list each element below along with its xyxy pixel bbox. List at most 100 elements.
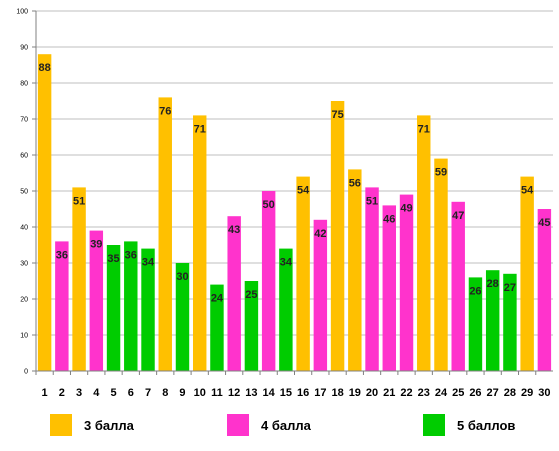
data-label-17: 42 (314, 228, 326, 240)
data-label-25: 47 (452, 210, 464, 222)
x-tick-label-24: 24 (435, 387, 448, 399)
x-tick-label-8: 8 (162, 387, 168, 399)
data-label-2: 36 (56, 249, 68, 261)
data-label-18: 75 (331, 109, 343, 121)
bar-13 (244, 281, 259, 371)
y-tick-label-60: 60 (20, 153, 28, 160)
bar-30 (537, 209, 552, 371)
x-tick-label-18: 18 (331, 387, 343, 399)
bar-10 (192, 115, 207, 372)
x-tick-label-12: 12 (228, 387, 240, 399)
data-labels: 88 36 51 39 35 36 34 76 30 71 24 43 25 50 34 54 42 75 56 51… (38, 62, 550, 304)
x-tick-label-4: 4 (93, 387, 100, 399)
data-label-28: 27 (504, 282, 516, 294)
x-tick-label-26: 26 (469, 387, 481, 399)
legend-label-3-points: 3 балла (84, 417, 134, 433)
y-tick-label-30: 30 (20, 261, 28, 268)
y-tick-label-40: 40 (20, 225, 28, 232)
data-label-7: 34 (142, 257, 155, 269)
data-label-20: 51 (366, 195, 378, 207)
data-label-19: 56 (349, 177, 361, 189)
data-label-10: 71 (194, 123, 206, 135)
bar-27 (485, 270, 500, 371)
bars (37, 54, 552, 372)
x-tick-label-2: 2 (59, 387, 65, 399)
x-tick-label-1: 1 (42, 387, 48, 399)
data-label-4: 39 (90, 239, 102, 251)
bar-15 (279, 248, 293, 371)
y-tick-label-90: 90 (20, 45, 28, 52)
bar-1 (37, 54, 52, 371)
data-label-9: 30 (176, 271, 188, 283)
y-tick-label-0: 0 (24, 369, 28, 376)
data-label-11: 24 (211, 293, 224, 305)
bar-2 (55, 241, 69, 371)
bar-4 (89, 230, 104, 371)
y-tick-label-20: 20 (20, 297, 28, 304)
bar-21 (382, 205, 397, 371)
x-tick-label-22: 22 (400, 387, 412, 399)
bar-23 (417, 115, 431, 372)
y-tick-label-80: 80 (20, 81, 28, 88)
data-label-24: 59 (435, 167, 447, 179)
bar-5 (106, 245, 121, 371)
data-label-6: 36 (125, 249, 137, 261)
x-tick-label-9: 9 (179, 387, 185, 399)
x-tick-label-7: 7 (145, 387, 151, 399)
bar-28 (503, 273, 517, 371)
bar-11 (210, 284, 224, 371)
x-axis-ticks: 1 2 3 4 5 6 7 8 9 10 11 12 13 14 15 16 17 18 19 20 21 22 23 24 2… (35, 371, 551, 399)
legend-item-4-points: 4 балла (227, 412, 311, 438)
legend-swatch-3-points (50, 414, 72, 436)
x-tick-label-10: 10 (194, 387, 206, 399)
legend-swatch-4-points (227, 414, 249, 436)
data-label-22: 49 (400, 203, 412, 215)
data-label-12: 43 (228, 224, 240, 236)
x-tick-label-29: 29 (521, 387, 533, 399)
data-label-21: 46 (383, 213, 395, 225)
x-tick-label-11: 11 (211, 387, 223, 399)
bar-8 (158, 97, 172, 372)
data-label-16: 54 (297, 185, 310, 197)
x-tick-label-21: 21 (383, 387, 395, 399)
bar-9 (175, 263, 190, 371)
data-label-5: 35 (107, 253, 119, 265)
data-label-1: 88 (38, 62, 50, 74)
bar-26 (468, 277, 483, 371)
legend-item-5-points: 5 баллов (423, 412, 515, 438)
y-tick-label-10: 10 (20, 333, 28, 340)
data-label-29: 54 (521, 185, 534, 197)
x-tick-label-27: 27 (487, 387, 499, 399)
bar-29 (520, 176, 534, 371)
legend-item-3-points: 3 балла (50, 412, 134, 438)
y-tick-label-50: 50 (20, 189, 28, 196)
x-tick-label-28: 28 (504, 387, 516, 399)
legend: 3 балла 4 балла 5 баллов (0, 412, 559, 442)
y-tick-label-70: 70 (20, 117, 28, 124)
data-label-13: 25 (245, 289, 257, 301)
x-tick-label-13: 13 (245, 387, 257, 399)
x-tick-label-17: 17 (314, 387, 326, 399)
x-tick-label-20: 20 (366, 387, 378, 399)
legend-label-5-points: 5 баллов (457, 417, 516, 433)
data-label-3: 51 (73, 195, 85, 207)
x-tick-label-5: 5 (110, 387, 116, 399)
bar-19 (348, 169, 362, 371)
x-tick-label-6: 6 (128, 387, 134, 399)
x-tick-label-19: 19 (349, 387, 361, 399)
data-label-26: 26 (469, 285, 481, 297)
bar-7 (141, 248, 155, 371)
data-label-30: 45 (538, 217, 550, 229)
x-tick-label-16: 16 (297, 387, 309, 399)
data-label-15: 34 (280, 257, 293, 269)
bar-12 (227, 216, 241, 371)
bar-17 (313, 219, 328, 371)
bar-20 (365, 187, 379, 371)
bar-24 (434, 158, 448, 371)
bar-18 (330, 101, 345, 371)
y-axis-ticks: 0 10 20 30 40 50 60 70 80 90 100 (16, 9, 36, 376)
legend-label-4-points: 4 балла (261, 417, 311, 433)
bar-3 (72, 187, 86, 371)
x-tick-label-15: 15 (280, 387, 292, 399)
